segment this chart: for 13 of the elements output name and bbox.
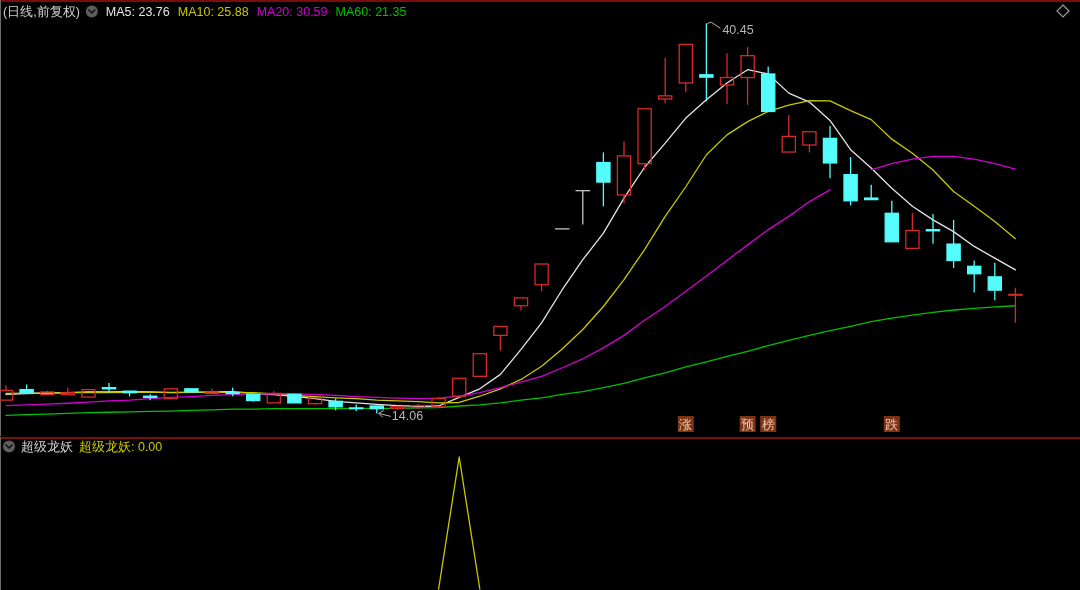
- legend-label: MA5: 23.76: [105, 5, 170, 19]
- annotation: 14.06: [391, 409, 424, 424]
- text: 榜: [761, 418, 775, 432]
- chart-title: 超级龙妖: [21, 440, 73, 454]
- legend-label: 超级龙妖: 0.00: [79, 440, 163, 454]
- text: 预: [741, 418, 755, 432]
- text: 跌: [885, 418, 899, 432]
- legend-label: MA10: 25.88: [177, 5, 249, 19]
- chart-title: (日线,前复权): [3, 5, 80, 19]
- legend-label: MA60: 21.35: [335, 5, 407, 19]
- annotation: 40.45: [722, 23, 754, 38]
- legend-label: MA20: 30.59: [256, 5, 328, 19]
- text: 涨: [679, 418, 693, 432]
